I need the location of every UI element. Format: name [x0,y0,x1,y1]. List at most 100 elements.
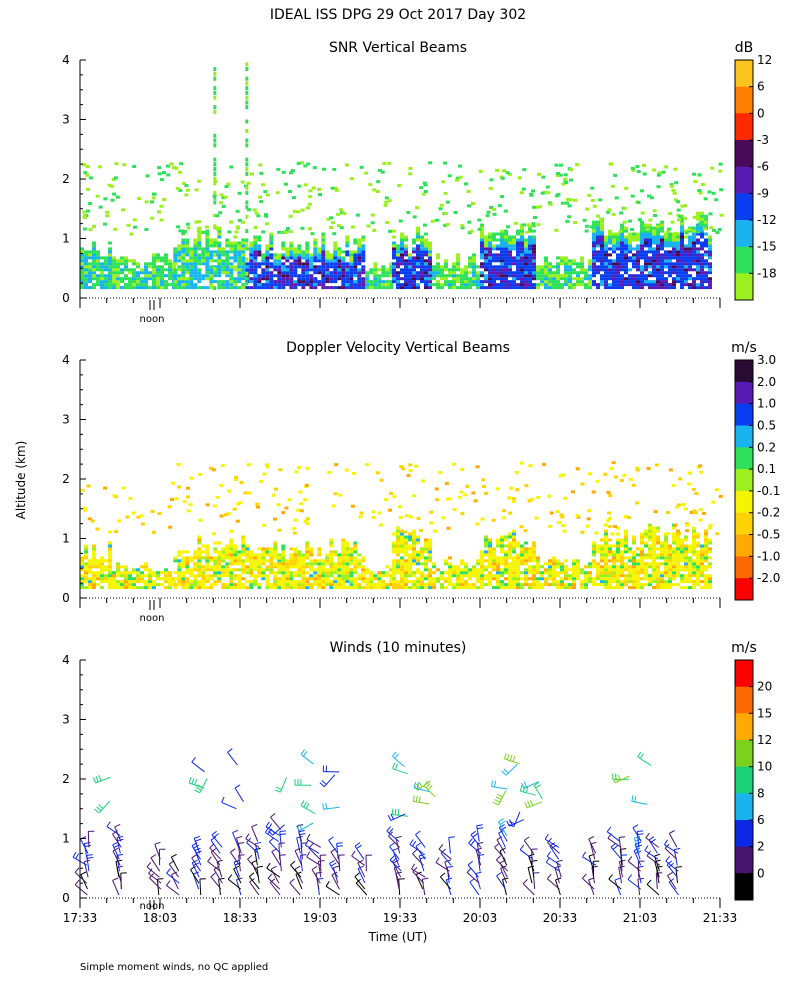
snr-cell [436,256,440,260]
snr-cell [640,211,645,215]
doppler-cell [684,522,689,526]
doppler-cell [544,568,548,572]
snr-cell [173,274,178,278]
snr-cell [648,259,652,263]
doppler-cell [508,580,512,584]
snr-cell [420,280,424,284]
doppler-cell [116,586,120,590]
snr-cell [116,262,120,266]
snr-cell [221,247,226,251]
doppler-cell [305,466,310,470]
snr-cell [209,241,214,245]
snr-cell [696,265,700,269]
snr-cell [500,195,505,199]
doppler-cell [496,565,500,569]
doppler-cell [624,556,628,560]
snr-cell [540,268,544,272]
wind-barb-shaft [149,877,162,890]
snr-cell [80,265,84,269]
snr-cell [385,280,390,284]
wind-barb-shaft [191,857,202,872]
doppler-cell [229,544,234,548]
snr-cell [696,274,700,278]
snr-cell [257,274,262,278]
doppler-cell [321,568,326,572]
doppler-cell [333,565,338,569]
doppler-cell [108,541,112,545]
doppler-cell [492,556,496,560]
doppler-cell [221,547,226,551]
doppler-cell [460,512,465,516]
snr-cell [144,228,149,231]
snr-cell [628,238,632,242]
snr-cell [156,256,160,260]
snr-cell [508,280,512,284]
doppler-cell [156,583,160,587]
snr-cell [588,265,592,269]
snr-cell [580,256,584,260]
snr-cell [596,244,600,248]
snr-cell [313,244,318,248]
doppler-cell [504,577,508,581]
snr-cell [257,238,262,242]
doppler-cell [628,477,633,481]
doppler-cell [237,574,242,578]
snr-cell [596,259,600,263]
snr-cell [492,232,496,236]
snr-cell [209,238,214,242]
snr-cell [692,253,696,257]
doppler-cell [692,535,696,539]
snr-cell [492,283,496,287]
snr-cell [696,283,700,287]
snr-cell [556,172,561,175]
snr-cell [632,280,636,284]
doppler-cell [496,538,500,542]
doppler-cell [345,550,350,554]
snr-cell [672,271,676,275]
doppler-cell [100,559,104,563]
snr-cell [385,271,390,275]
doppler-cell [596,562,600,566]
snr-cell [309,265,314,269]
doppler-cell [472,571,476,575]
doppler-cell [432,562,436,566]
doppler-cell [176,463,181,466]
snr-cell [233,235,238,239]
snr-cell [668,241,672,245]
doppler-cell [608,586,612,590]
snr-cell [680,256,684,260]
snr-cell [528,244,532,248]
snr-cell [444,277,448,281]
doppler-noon-label: noon [140,613,165,624]
snr-cell [396,265,400,269]
snr-cell [572,283,576,287]
snr-cell [534,205,539,209]
doppler-cell [100,565,104,569]
wind-barb-flag [248,872,255,877]
snr-cell [548,286,552,290]
doppler-cell [273,562,278,566]
snr-colorbar-unit: dB [735,40,754,56]
doppler-cell [273,541,278,545]
snr-cell [173,268,178,272]
snr-cell [269,283,274,287]
doppler-cell [253,565,258,569]
doppler-cell [317,574,322,578]
snr-cell [680,259,684,263]
snr-cell [369,268,374,272]
snr-cell [373,262,378,266]
doppler-cell [305,517,310,521]
snr-cell [628,274,632,278]
doppler-cell [213,571,218,575]
wind-barb-flag [295,871,302,875]
snr-cell [600,274,604,278]
doppler-cell [684,553,688,557]
snr-cell [361,238,366,242]
snr-cell [285,256,290,260]
snr-cell [672,265,676,269]
snr-cell [349,283,354,287]
snr-cell [301,265,306,269]
snr-cell [273,259,278,263]
doppler-cell [652,553,656,557]
snr-cell [253,268,258,272]
